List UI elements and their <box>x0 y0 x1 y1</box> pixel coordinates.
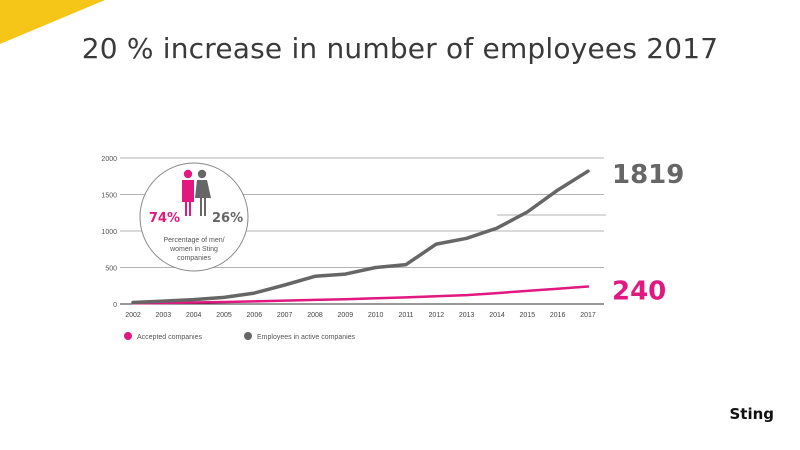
x-tick-label: 2016 <box>550 312 566 319</box>
x-tick-label: 2002 <box>125 312 141 319</box>
x-tick-label: 2015 <box>520 312 536 319</box>
end-value-label: 1819 <box>612 160 684 190</box>
woman-figure-icon <box>197 169 207 179</box>
legend-label: Accepted companies <box>137 334 202 341</box>
x-tick-label: 2007 <box>277 312 293 319</box>
slide-title: 20 % increase in number of employees 201… <box>81 32 719 65</box>
x-tick-label: 2009 <box>338 312 354 319</box>
y-tick-label: 2000 <box>101 156 117 163</box>
x-tick-label: 2012 <box>429 312 445 319</box>
x-tick-label: 2006 <box>247 312 263 319</box>
x-tick-label: 2008 <box>307 312 323 319</box>
women-percent-label: 26% <box>212 211 243 226</box>
x-tick-label: 2013 <box>459 312 475 319</box>
series-line-accepted-companies <box>131 285 590 305</box>
y-tick-label: 0 <box>113 302 117 309</box>
y-tick-label: 1000 <box>101 229 117 236</box>
men-percent-label: 74% <box>149 211 180 226</box>
y-tick-label: 500 <box>105 266 117 273</box>
legend-marker <box>124 332 132 340</box>
legend-marker <box>244 332 252 340</box>
annotation-circle <box>139 162 249 272</box>
corner-accent-triangle <box>0 0 105 44</box>
series-line-employees <box>131 169 590 305</box>
x-tick-label: 2003 <box>156 312 172 319</box>
brand-logo: Sting <box>729 405 774 423</box>
x-tick-label: 2017 <box>580 312 596 319</box>
woman-figure-icon <box>195 180 211 216</box>
y-tick-label: 1500 <box>101 193 117 200</box>
annotation-caption-line: women in Sting <box>169 246 218 253</box>
man-figure-icon <box>183 169 193 179</box>
x-tick-label: 2014 <box>489 312 505 319</box>
man-figure-icon <box>182 180 194 216</box>
annotation-caption-line: Percentage of men/ <box>163 237 224 244</box>
x-tick-label: 2011 <box>398 312 413 319</box>
annotation-caption-line: companies <box>177 255 211 262</box>
x-tick-label: 2010 <box>368 312 384 319</box>
end-value-label: 240 <box>612 276 666 306</box>
x-tick-label: 2004 <box>186 312 202 319</box>
legend-label: Employees in active companies <box>257 334 356 341</box>
x-tick-label: 2005 <box>216 312 232 319</box>
